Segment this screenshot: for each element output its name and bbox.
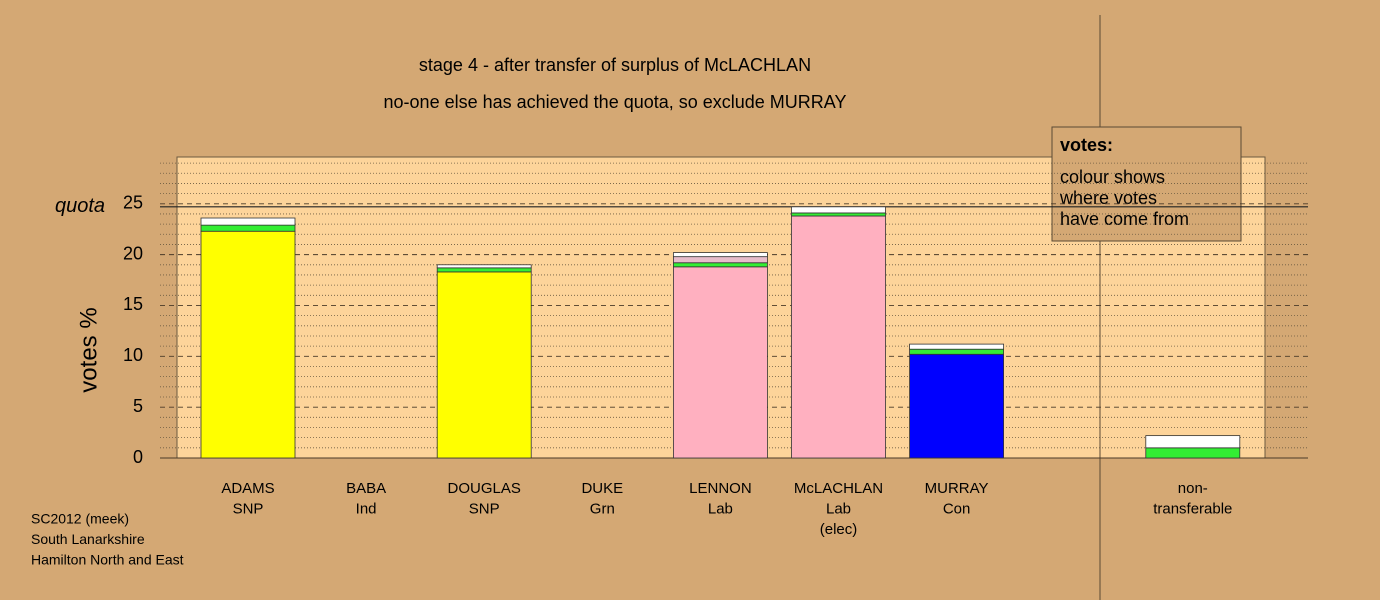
x-tick-label: Lab xyxy=(826,500,851,517)
footnote: SC2012 (meek) xyxy=(31,511,129,527)
y-tick-label: 0 xyxy=(133,447,143,467)
bar-segment xyxy=(1145,435,1241,449)
x-tick-label: (elec) xyxy=(820,521,858,538)
x-tick-label: DUKE xyxy=(581,480,623,497)
x-tick-label: Ind xyxy=(356,500,377,517)
bar-segment xyxy=(791,206,886,214)
x-tick-label: Con xyxy=(943,500,971,517)
y-tick-label: 5 xyxy=(133,396,143,416)
bar-segment xyxy=(1145,447,1241,459)
footnote: South Lanarkshire xyxy=(31,531,145,547)
y-axis-label: votes % xyxy=(75,307,102,392)
x-tick-label: BABA xyxy=(346,480,386,497)
x-tick-label: non- xyxy=(1178,480,1208,497)
x-tick-label: McLACHLAN xyxy=(794,480,883,497)
chart-title: stage 4 - after transfer of surplus of M… xyxy=(419,55,811,75)
y-tick-label: 20 xyxy=(123,243,143,263)
legend-text: where votes xyxy=(1059,188,1157,208)
legend-title: votes: xyxy=(1060,135,1113,155)
bar-segment xyxy=(791,212,886,217)
bar-segment xyxy=(673,266,768,459)
chart-subtitle: no-one else has achieved the quota, so e… xyxy=(384,92,847,112)
bar-segment xyxy=(436,267,532,273)
y-tick-label: 25 xyxy=(123,193,143,213)
bar-segment xyxy=(673,256,768,264)
x-tick-label: SNP xyxy=(233,500,264,517)
bar-segment xyxy=(909,348,1004,355)
x-tick-label: ADAMS xyxy=(221,480,274,497)
x-tick-label: Grn xyxy=(590,500,615,517)
x-tick-label: SNP xyxy=(469,500,500,517)
footnote: Hamilton North and East xyxy=(31,552,184,568)
x-tick-label: DOUGLAS xyxy=(448,480,521,497)
bar-segment xyxy=(791,215,886,459)
quota-label: quota xyxy=(55,195,105,217)
bar-segment xyxy=(909,343,1004,350)
x-tick-label: MURRAY xyxy=(925,480,989,497)
bar-segment xyxy=(200,224,296,232)
bar-segment xyxy=(909,353,1004,459)
bar-segment xyxy=(673,252,768,258)
legend-text: have come from xyxy=(1060,209,1189,229)
bar-segment xyxy=(200,217,296,226)
legend-text: colour shows xyxy=(1060,167,1165,187)
x-tick-label: LENNON xyxy=(689,480,752,497)
bar-segment xyxy=(200,230,296,459)
bar-segment xyxy=(673,262,768,268)
x-tick-label: Lab xyxy=(708,500,733,517)
y-tick-label: 15 xyxy=(123,294,143,314)
x-tick-label: transferable xyxy=(1153,500,1232,517)
y-tick-label: 10 xyxy=(123,345,143,365)
bar-segment xyxy=(436,271,532,459)
bar-segment xyxy=(436,264,532,269)
legend-box xyxy=(1051,126,1242,242)
